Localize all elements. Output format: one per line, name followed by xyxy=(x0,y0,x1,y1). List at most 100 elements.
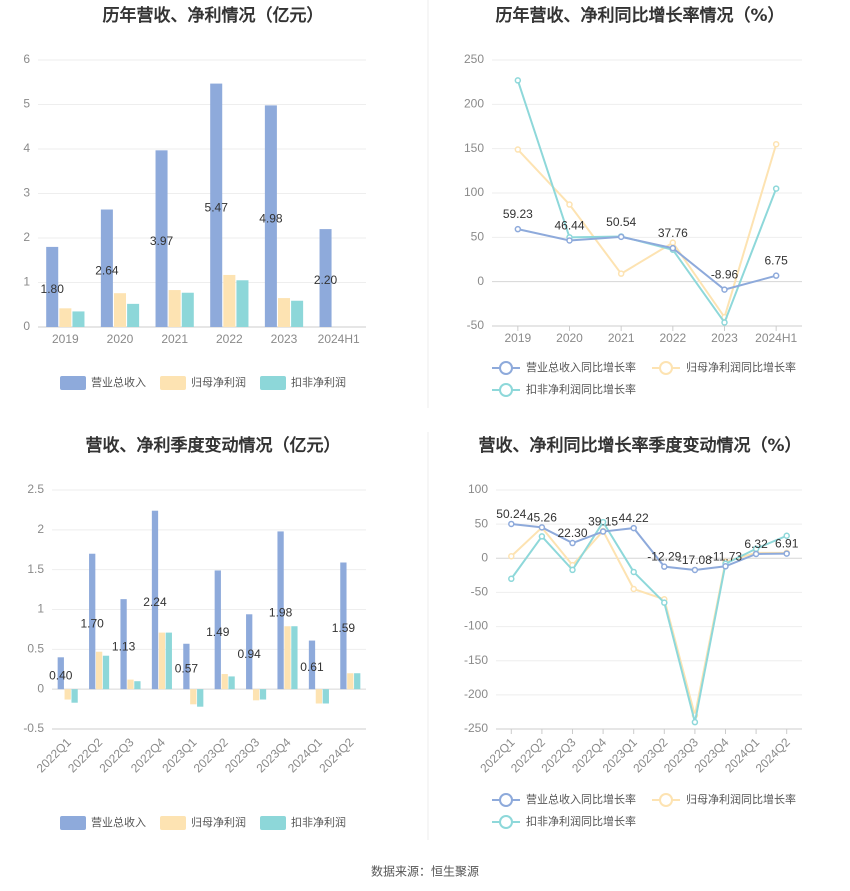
legend-deducted-swatch xyxy=(260,376,286,390)
bar-deducted xyxy=(102,655,110,690)
y-tick-label: 3 xyxy=(23,186,30,200)
bar-value-label: 0.57 xyxy=(175,662,199,676)
legend: 营业总收入 归母净利润 扣非净利润 xyxy=(60,815,346,830)
legend-revenue-swatch xyxy=(60,816,86,830)
point-value-label: -11.73 xyxy=(709,549,742,563)
chart-title: 营收、净利季度变动情况（亿元） xyxy=(86,435,341,456)
chart-title: 历年营收、净利同比增长率情况（%） xyxy=(495,5,784,26)
legend-revenue-marker xyxy=(499,793,513,807)
series-line-deducted xyxy=(510,520,788,723)
y-tick-label: 4 xyxy=(23,141,30,155)
data-point-deducted xyxy=(772,185,780,192)
bar-deducted xyxy=(127,303,140,327)
bar-deducted xyxy=(354,673,361,690)
legend-netprofit-swatch xyxy=(160,376,186,390)
bar-netprofit xyxy=(252,689,260,701)
y-tick-label: 100 xyxy=(464,185,484,199)
y-tick-label: 0 xyxy=(23,319,30,333)
y-tick-label: 0.5 xyxy=(27,642,44,656)
x-tick-label: 2023 xyxy=(711,331,738,345)
bar-value-label: 0.61 xyxy=(300,660,324,674)
bar-netprofit xyxy=(277,298,291,327)
bar-value-label: 4.98 xyxy=(259,211,283,225)
point-value-label: -17.08 xyxy=(678,553,712,567)
x-tick-label: 2022 xyxy=(659,331,686,345)
series-line-revenue xyxy=(511,522,787,571)
bar-netprofit xyxy=(223,274,236,327)
data-point-revenue xyxy=(630,524,637,532)
legend-netprofit-label: 归母净利润同比增长率 xyxy=(686,360,796,374)
bar-deducted xyxy=(291,626,298,690)
legend-netprofit-marker xyxy=(659,361,673,375)
x-tick-label: 2020 xyxy=(556,331,583,345)
y-tick-label: -0.5 xyxy=(23,721,44,735)
bar-value-label: 1.98 xyxy=(269,605,293,619)
bar-deducted xyxy=(181,292,194,327)
point-value-label: 6.91 xyxy=(775,537,799,551)
bar-value-label: 0.40 xyxy=(49,668,73,682)
y-tick-label: 250 xyxy=(464,52,484,66)
point-value-label: 46.44 xyxy=(554,218,584,232)
data-point-deducted xyxy=(691,718,699,726)
bar-deducted xyxy=(71,689,78,703)
bar-revenue xyxy=(46,246,59,327)
data-point-netprofit xyxy=(669,239,677,246)
data-point-revenue xyxy=(599,528,607,535)
bar-revenue xyxy=(151,510,159,690)
bar-netprofit xyxy=(284,626,291,690)
data-point-netprofit xyxy=(508,552,515,560)
data-point-netprofit xyxy=(617,270,625,277)
y-tick-label: -250 xyxy=(464,721,488,735)
x-tick-label: 2021 xyxy=(608,331,635,345)
bar-deducted xyxy=(134,681,141,690)
legend: 营业总收入 归母净利润 扣非净利润 xyxy=(60,375,346,390)
bar-deducted xyxy=(322,689,329,704)
x-tick-label: 2023 xyxy=(271,332,298,346)
legend-netprofit-label: 归母净利润 xyxy=(191,375,246,389)
chart-2: 历年营收、净利同比增长率情况（%） -50 0 50 100 150 200 250 2019 2… xyxy=(464,5,802,397)
bar-revenue xyxy=(100,209,113,327)
point-value-label: 44.22 xyxy=(619,511,649,525)
bar-netprofit xyxy=(64,689,71,700)
y-tick-label: -50 xyxy=(471,585,489,599)
data-point-netprofit xyxy=(566,201,573,208)
y-tick-label: -200 xyxy=(464,687,488,701)
bar-revenue xyxy=(340,562,347,690)
legend-deducted-label: 扣非净利润同比增长率 xyxy=(526,382,636,396)
bar-netprofit xyxy=(127,679,134,690)
series-line-revenue xyxy=(517,228,777,291)
x-tick-label: 2024Q2 xyxy=(316,735,356,775)
y-tick-label: 1 xyxy=(37,602,44,616)
bar-revenue xyxy=(277,531,284,690)
legend-revenue-label: 营业总收入 xyxy=(91,815,146,829)
bar-deducted xyxy=(291,300,304,327)
chart-1: 历年营收、净利情况（亿元） 0 1 2 3 4 5 6 2019 2020 2021 2022 2023… xyxy=(23,5,366,390)
data-point-deducted xyxy=(569,566,576,574)
data-point-deducted xyxy=(721,319,728,326)
data-point-revenue xyxy=(721,286,728,293)
data-point-revenue xyxy=(722,563,729,570)
data-point-netprofit xyxy=(630,585,637,593)
bar-revenue xyxy=(210,83,223,328)
bar-value-label: 1.80 xyxy=(41,282,65,296)
data-point-revenue xyxy=(752,550,760,558)
legend-netprofit-label: 归母净利润同比增长率 xyxy=(686,792,796,806)
bar-revenue xyxy=(183,643,190,690)
legend-deducted-label: 扣非净利润同比增长率 xyxy=(526,814,636,828)
bar-deducted xyxy=(259,689,267,700)
bar-netprofit xyxy=(347,673,354,690)
data-point-netprofit xyxy=(772,140,780,148)
bar-deducted xyxy=(228,676,235,690)
y-tick-label: -50 xyxy=(467,318,485,332)
y-tick-label: 2 xyxy=(37,522,44,536)
legend-deducted-marker xyxy=(499,383,513,397)
x-tick-label: 2019 xyxy=(504,331,531,345)
bar-value-label: 5.47 xyxy=(205,200,229,214)
data-point-deducted xyxy=(514,77,522,84)
y-tick-label: 100 xyxy=(468,482,488,496)
legend-deducted-label: 扣非净利润 xyxy=(291,375,346,389)
data-point-revenue xyxy=(538,524,546,531)
bar-value-label: 1.70 xyxy=(81,617,105,631)
legend-netprofit-marker xyxy=(659,793,673,807)
